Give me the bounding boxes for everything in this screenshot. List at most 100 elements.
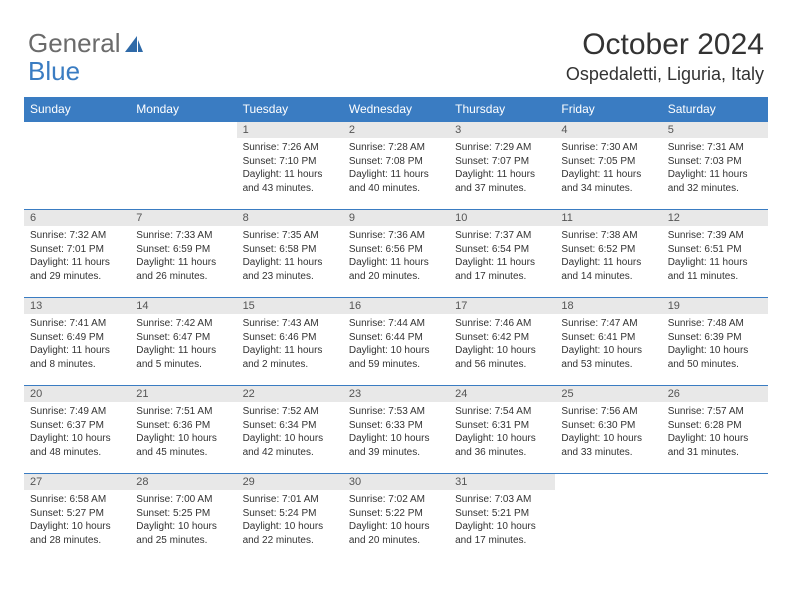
day-detail-line: Daylight: 10 hours xyxy=(561,432,655,446)
calendar-cell: 4Sunrise: 7:30 AMSunset: 7:05 PMDaylight… xyxy=(555,122,661,210)
day-detail-line: Sunrise: 6:58 AM xyxy=(30,493,124,507)
day-detail-line: Daylight: 10 hours xyxy=(136,520,230,534)
day-detail-line: Sunrise: 7:33 AM xyxy=(136,229,230,243)
day-detail-line: and 59 minutes. xyxy=(349,358,443,372)
day-details: Sunrise: 7:42 AMSunset: 6:47 PMDaylight:… xyxy=(130,314,236,377)
day-detail-line: Daylight: 10 hours xyxy=(561,344,655,358)
brand-part2: Blue xyxy=(28,56,80,87)
day-details xyxy=(130,126,236,135)
day-detail-line: Sunset: 6:33 PM xyxy=(349,419,443,433)
day-detail-line: Daylight: 11 hours xyxy=(243,344,337,358)
calendar-cell: 9Sunrise: 7:36 AMSunset: 6:56 PMDaylight… xyxy=(343,210,449,298)
day-detail-line: Sunrise: 7:53 AM xyxy=(349,405,443,419)
day-detail-line: Daylight: 11 hours xyxy=(136,256,230,270)
day-detail-line: Daylight: 11 hours xyxy=(561,256,655,270)
calendar-cell: 26Sunrise: 7:57 AMSunset: 6:28 PMDayligh… xyxy=(662,386,768,474)
day-number: 10 xyxy=(449,210,555,226)
day-detail-line: Sunset: 6:49 PM xyxy=(30,331,124,345)
day-number: 29 xyxy=(237,474,343,490)
day-detail-line: Daylight: 10 hours xyxy=(455,432,549,446)
day-detail-line: Daylight: 11 hours xyxy=(668,256,762,270)
day-detail-line: Daylight: 10 hours xyxy=(668,344,762,358)
day-header: Wednesday xyxy=(343,97,449,122)
brand-sail-icon xyxy=(123,34,145,54)
day-detail-line: and 53 minutes. xyxy=(561,358,655,372)
day-detail-line: Sunset: 7:03 PM xyxy=(668,155,762,169)
day-detail-line: and 23 minutes. xyxy=(243,270,337,284)
day-detail-line: Sunset: 6:28 PM xyxy=(668,419,762,433)
day-detail-line: Daylight: 10 hours xyxy=(455,344,549,358)
calendar-cell: 20Sunrise: 7:49 AMSunset: 6:37 PMDayligh… xyxy=(24,386,130,474)
day-detail-line: and 11 minutes. xyxy=(668,270,762,284)
day-details: Sunrise: 7:39 AMSunset: 6:51 PMDaylight:… xyxy=(662,226,768,289)
day-detail-line: Sunrise: 7:47 AM xyxy=(561,317,655,331)
day-detail-line: Sunset: 5:27 PM xyxy=(30,507,124,521)
day-detail-line: Sunrise: 7:26 AM xyxy=(243,141,337,155)
day-detail-line: Daylight: 10 hours xyxy=(349,432,443,446)
calendar-cell: 10Sunrise: 7:37 AMSunset: 6:54 PMDayligh… xyxy=(449,210,555,298)
calendar-cell: 24Sunrise: 7:54 AMSunset: 6:31 PMDayligh… xyxy=(449,386,555,474)
day-detail-line: Sunrise: 7:49 AM xyxy=(30,405,124,419)
day-number: 17 xyxy=(449,298,555,314)
day-detail-line: Daylight: 11 hours xyxy=(349,256,443,270)
calendar-row: 13 Sunrise: 7:41 AMSunset: 6:49 PM Dayligh… xyxy=(24,298,768,386)
calendar-cell xyxy=(130,122,236,210)
day-number: 18 xyxy=(555,298,661,314)
day-detail-line: Sunrise: 7:30 AM xyxy=(561,141,655,155)
day-details: Sunrise: 7:36 AMSunset: 6:56 PMDaylight:… xyxy=(343,226,449,289)
day-details: Sunrise: 7:26 AMSunset: 7:10 PMDaylight:… xyxy=(237,138,343,201)
calendar-cell: 22Sunrise: 7:52 AMSunset: 6:34 PMDayligh… xyxy=(237,386,343,474)
day-detail-line: and 22 minutes. xyxy=(243,534,337,548)
calendar-row: 27Sunrise: 6:58 AMSunset: 5:27 PMDayligh… xyxy=(24,474,768,562)
day-detail-line: Sunset: 6:37 PM xyxy=(30,419,124,433)
day-detail-line: Sunset: 6:56 PM xyxy=(349,243,443,257)
day-number: 15 xyxy=(237,298,343,314)
day-detail-line: Sunset: 6:59 PM xyxy=(136,243,230,257)
day-detail-line: Daylight: 11 hours xyxy=(668,168,762,182)
day-detail-line: and 17 minutes. xyxy=(455,534,549,548)
day-details: Sunrise: 7:37 AMSunset: 6:54 PMDaylight:… xyxy=(449,226,555,289)
day-detail-line: Sunset: 6:30 PM xyxy=(561,419,655,433)
calendar-cell: 2Sunrise: 7:28 AMSunset: 7:08 PMDaylight… xyxy=(343,122,449,210)
day-detail-line: Sunrise: 7:48 AM xyxy=(668,317,762,331)
day-details: Sunrise: 7:44 AMSunset: 6:44 PMDaylight:… xyxy=(343,314,449,377)
day-detail-line: Sunrise: 7:41 AM xyxy=(30,317,124,331)
day-detail-line: Sunrise: 7:52 AM xyxy=(243,405,337,419)
day-header-row: Sunday Monday Tuesday Wednesday Thursday… xyxy=(24,97,768,122)
calendar-cell: 3Sunrise: 7:29 AMSunset: 7:07 PMDaylight… xyxy=(449,122,555,210)
day-detail-line: Sunset: 6:42 PM xyxy=(455,331,549,345)
location-label: Ospedaletti, Liguria, Italy xyxy=(566,64,764,85)
day-detail-line: and 45 minutes. xyxy=(136,446,230,460)
day-detail-line: Sunset: 5:24 PM xyxy=(243,507,337,521)
day-detail-line: Sunset: 7:10 PM xyxy=(243,155,337,169)
day-header: Sunday xyxy=(24,97,130,122)
day-detail-line: and 14 minutes. xyxy=(561,270,655,284)
day-number: 2 xyxy=(343,122,449,138)
calendar-cell: 5Sunrise: 7:31 AMSunset: 7:03 PMDaylight… xyxy=(662,122,768,210)
day-number: 13 xyxy=(24,298,130,314)
day-detail-line: and 36 minutes. xyxy=(455,446,549,460)
day-details: Sunrise: 7:56 AMSunset: 6:30 PMDaylight:… xyxy=(555,402,661,465)
day-detail-line: and 32 minutes. xyxy=(668,182,762,196)
day-detail-line: Sunrise: 7:32 AM xyxy=(30,229,124,243)
calendar-cell: 19Sunrise: 7:48 AMSunset: 6:39 PMDayligh… xyxy=(662,298,768,386)
day-detail-line: Daylight: 10 hours xyxy=(30,432,124,446)
day-detail-line: and 33 minutes. xyxy=(561,446,655,460)
day-detail-line: Sunset: 5:22 PM xyxy=(349,507,443,521)
month-title: October 2024 xyxy=(566,28,764,62)
day-number: 16 xyxy=(343,298,449,314)
day-detail-line: Sunrise: 7:02 AM xyxy=(349,493,443,507)
day-detail-line: Sunrise: 7:35 AM xyxy=(243,229,337,243)
day-detail-line: Sunrise: 7:51 AM xyxy=(136,405,230,419)
day-header: Friday xyxy=(555,97,661,122)
day-details: Sunrise: 7:51 AMSunset: 6:36 PMDaylight:… xyxy=(130,402,236,465)
day-detail-line: Sunrise: 7:31 AM xyxy=(668,141,762,155)
day-header: Saturday xyxy=(662,97,768,122)
day-details: Sunrise: 7:03 AMSunset: 5:21 PMDaylight:… xyxy=(449,490,555,553)
day-number: 31 xyxy=(449,474,555,490)
day-detail-line: and 42 minutes. xyxy=(243,446,337,460)
day-detail-line: Sunset: 6:41 PM xyxy=(561,331,655,345)
day-detail-line: Daylight: 10 hours xyxy=(349,520,443,534)
day-details: Sunrise: 7:29 AMSunset: 7:07 PMDaylight:… xyxy=(449,138,555,201)
day-detail-line: Sunset: 6:39 PM xyxy=(668,331,762,345)
